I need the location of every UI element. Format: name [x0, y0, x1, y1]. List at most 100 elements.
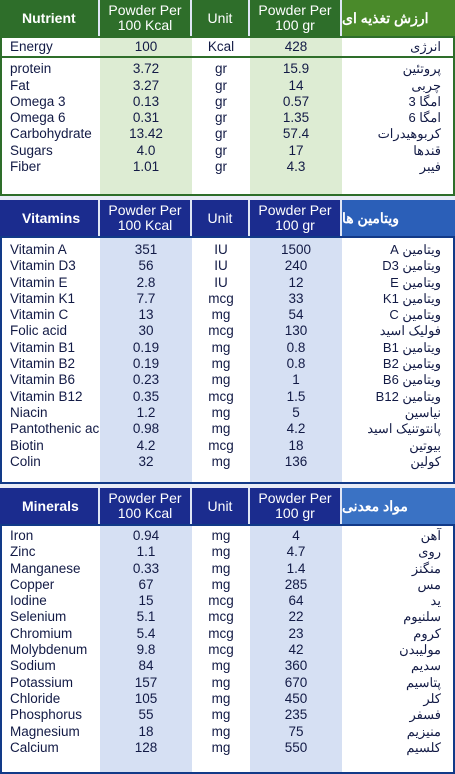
vitamin-name-fa: ویتامین B1 — [382, 339, 441, 355]
mineral-unit: mcg — [208, 609, 234, 625]
mineral-per-100g: 235 — [284, 707, 308, 723]
vitamin-per-100g: 4.2 — [286, 421, 306, 437]
vitamin-name-fa: ویتامین B12 — [375, 388, 441, 404]
vitamin-name-fa: فولیک اسید — [379, 323, 441, 339]
nutrient-unit: gr — [214, 93, 227, 109]
mineral-unit: mg — [211, 739, 231, 755]
mineral-per-kcal: 5.4 — [136, 625, 156, 641]
mineral-per-kcal: 9.8 — [136, 642, 156, 658]
mineral-per-100g: 75 — [288, 723, 304, 739]
nutrient-name-fa: قندها — [413, 142, 441, 158]
vitamins-header-per-kcal: Powder Per 100 Kcal — [100, 200, 192, 236]
mineral-name-fa: سلنیوم — [403, 609, 441, 625]
nutrient-unit: gr — [214, 61, 227, 77]
mineral-name: Sodium — [10, 658, 56, 674]
vitamin-per-100g: 0.8 — [286, 356, 306, 372]
nutrient-name: Sugars — [10, 142, 53, 158]
vitamin-name-fa: پانتوتنیک اسید — [367, 421, 441, 437]
vitamin-per-kcal: 0.35 — [132, 388, 160, 404]
nutrient-per-kcal: 4.0 — [136, 142, 156, 158]
vitamin-name-fa: ویتامین A — [390, 242, 441, 257]
mineral-unit: mg — [211, 560, 231, 576]
nutrient-per-kcal: 0.13 — [132, 93, 160, 109]
vitamin-per-100g: 1.5 — [286, 388, 306, 404]
nutrient-row: Sugars 4.0 gr 17 قندها — [0, 143, 455, 159]
nutrient-header: Nutrient Powder Per 100 Kcal Unit Powder… — [0, 0, 455, 36]
mineral-per-100g: 42 — [288, 642, 304, 658]
mineral-name: Copper — [10, 576, 55, 592]
vitamin-unit: mg — [211, 372, 231, 388]
vitamin-name: Vitamin K1 — [10, 290, 76, 306]
vitamin-per-kcal: 7.7 — [136, 290, 156, 306]
mineral-per-100g: 23 — [288, 625, 304, 641]
nutrient-per-kcal: 3.72 — [132, 61, 160, 77]
vitamin-unit: mg — [211, 404, 231, 420]
nutrient-row: Fat 3.27 gr 14 چربی — [0, 78, 455, 94]
nutrient-row: Fiber 1.01 gr 4.3 فیبر — [0, 159, 455, 175]
vitamin-unit: mg — [211, 339, 231, 355]
energy-name-fa: انرژی — [410, 39, 441, 54]
mineral-name-fa: مولیبدن — [399, 642, 441, 658]
mineral-name: Phosphorus — [10, 707, 83, 723]
vitamins-section: Vitamins Powder Per 100 Kcal Unit Powder… — [0, 200, 455, 484]
mineral-row: Chloride 105 mg 450 کلر — [0, 691, 455, 707]
nutrient-name-fa: چربی — [411, 77, 441, 93]
mineral-unit: mg — [211, 674, 231, 690]
energy-row: Energy 100 Kcal 428 انرژی — [0, 39, 455, 55]
mineral-unit: mcg — [208, 625, 234, 641]
nutrient-unit: gr — [214, 126, 227, 142]
energy-divider — [0, 56, 455, 58]
vitamin-per-kcal: 0.19 — [132, 339, 160, 355]
nutrient-per-kcal: 1.01 — [132, 159, 160, 175]
vitamin-per-100g: 54 — [288, 307, 304, 323]
nutrient-unit: gr — [214, 110, 227, 126]
vitamin-name: Vitamin B12 — [10, 388, 83, 404]
mineral-name-fa: آهن — [420, 528, 441, 543]
nutrient-header-per-100g: Powder Per 100 gr — [250, 0, 342, 36]
mineral-unit: mg — [211, 658, 231, 674]
vitamin-per-kcal: 1.2 — [136, 404, 156, 420]
nutrient-name-fa: فیبر — [419, 159, 441, 175]
mineral-row: Iron 0.94 mg 4 آهن — [0, 528, 455, 544]
nutrient-per-100g: 0.57 — [282, 93, 310, 109]
mineral-per-100g: 450 — [284, 690, 308, 706]
minerals-header-per-100g: Powder Per 100 gr — [250, 488, 342, 524]
mineral-row: Sodium 84 mg 360 سدیم — [0, 658, 455, 674]
minerals-table-body: Iron 0.94 mg 4 آهن Zinc 1.1 mg 4.7 روی Manganese 0.… — [0, 524, 455, 774]
mineral-row: Phosphorus 55 mg 235 فسفر — [0, 707, 455, 723]
mineral-name-fa: منیزیم — [406, 723, 441, 739]
nutrient-name: Fiber — [10, 159, 41, 175]
minerals-header-unit: Unit — [192, 488, 250, 524]
mineral-per-kcal: 18 — [138, 723, 154, 739]
nutrient-name: Carbohydrate — [10, 126, 92, 142]
vitamin-row: Vitamin E 2.8 IU 12 ویتامین E — [0, 275, 455, 291]
vitamin-name: Niacin — [10, 404, 48, 420]
mineral-name: Zinc — [10, 544, 36, 560]
minerals-header-label-fa: مواد معدنی — [342, 488, 455, 524]
mineral-per-kcal: 5.1 — [136, 609, 156, 625]
vitamin-name-fa: ویتامین K1 — [382, 290, 441, 306]
vitamin-unit: IU — [214, 258, 228, 274]
vitamin-row: Vitamin D3 56 IU 240 ویتامین D3 — [0, 258, 455, 274]
vitamin-per-100g: 18 — [288, 437, 304, 453]
mineral-unit: mg — [211, 576, 231, 592]
vitamin-row: Vitamin B12 0.35 mcg 1.5 ویتامین B12 — [0, 389, 455, 405]
vitamin-name: Vitamin B6 — [10, 372, 76, 388]
vitamin-name-fa: ویتامین D3 — [382, 258, 441, 274]
vitamin-per-100g: 33 — [288, 290, 304, 306]
nutrient-name: protein — [10, 61, 52, 77]
mineral-per-kcal: 1.1 — [136, 544, 156, 560]
vitamin-unit: mcg — [208, 388, 234, 404]
vitamin-row: Vitamin K1 7.7 mcg 33 ویتامین K1 — [0, 291, 455, 307]
vitamin-per-kcal: 32 — [138, 453, 154, 469]
nutrient-name: Omega 3 — [10, 93, 66, 109]
mineral-per-100g: 4.7 — [286, 544, 306, 560]
mineral-per-kcal: 55 — [138, 707, 154, 723]
mineral-unit: mcg — [208, 593, 234, 609]
mineral-name: Chromium — [10, 625, 73, 641]
nutrient-header-per-kcal: Powder Per 100 Kcal — [100, 0, 192, 36]
mineral-unit: mg — [211, 528, 231, 543]
vitamins-header-unit: Unit — [192, 200, 250, 236]
vitamin-name: Folic acid — [10, 323, 68, 339]
vitamin-per-kcal: 56 — [138, 258, 154, 274]
